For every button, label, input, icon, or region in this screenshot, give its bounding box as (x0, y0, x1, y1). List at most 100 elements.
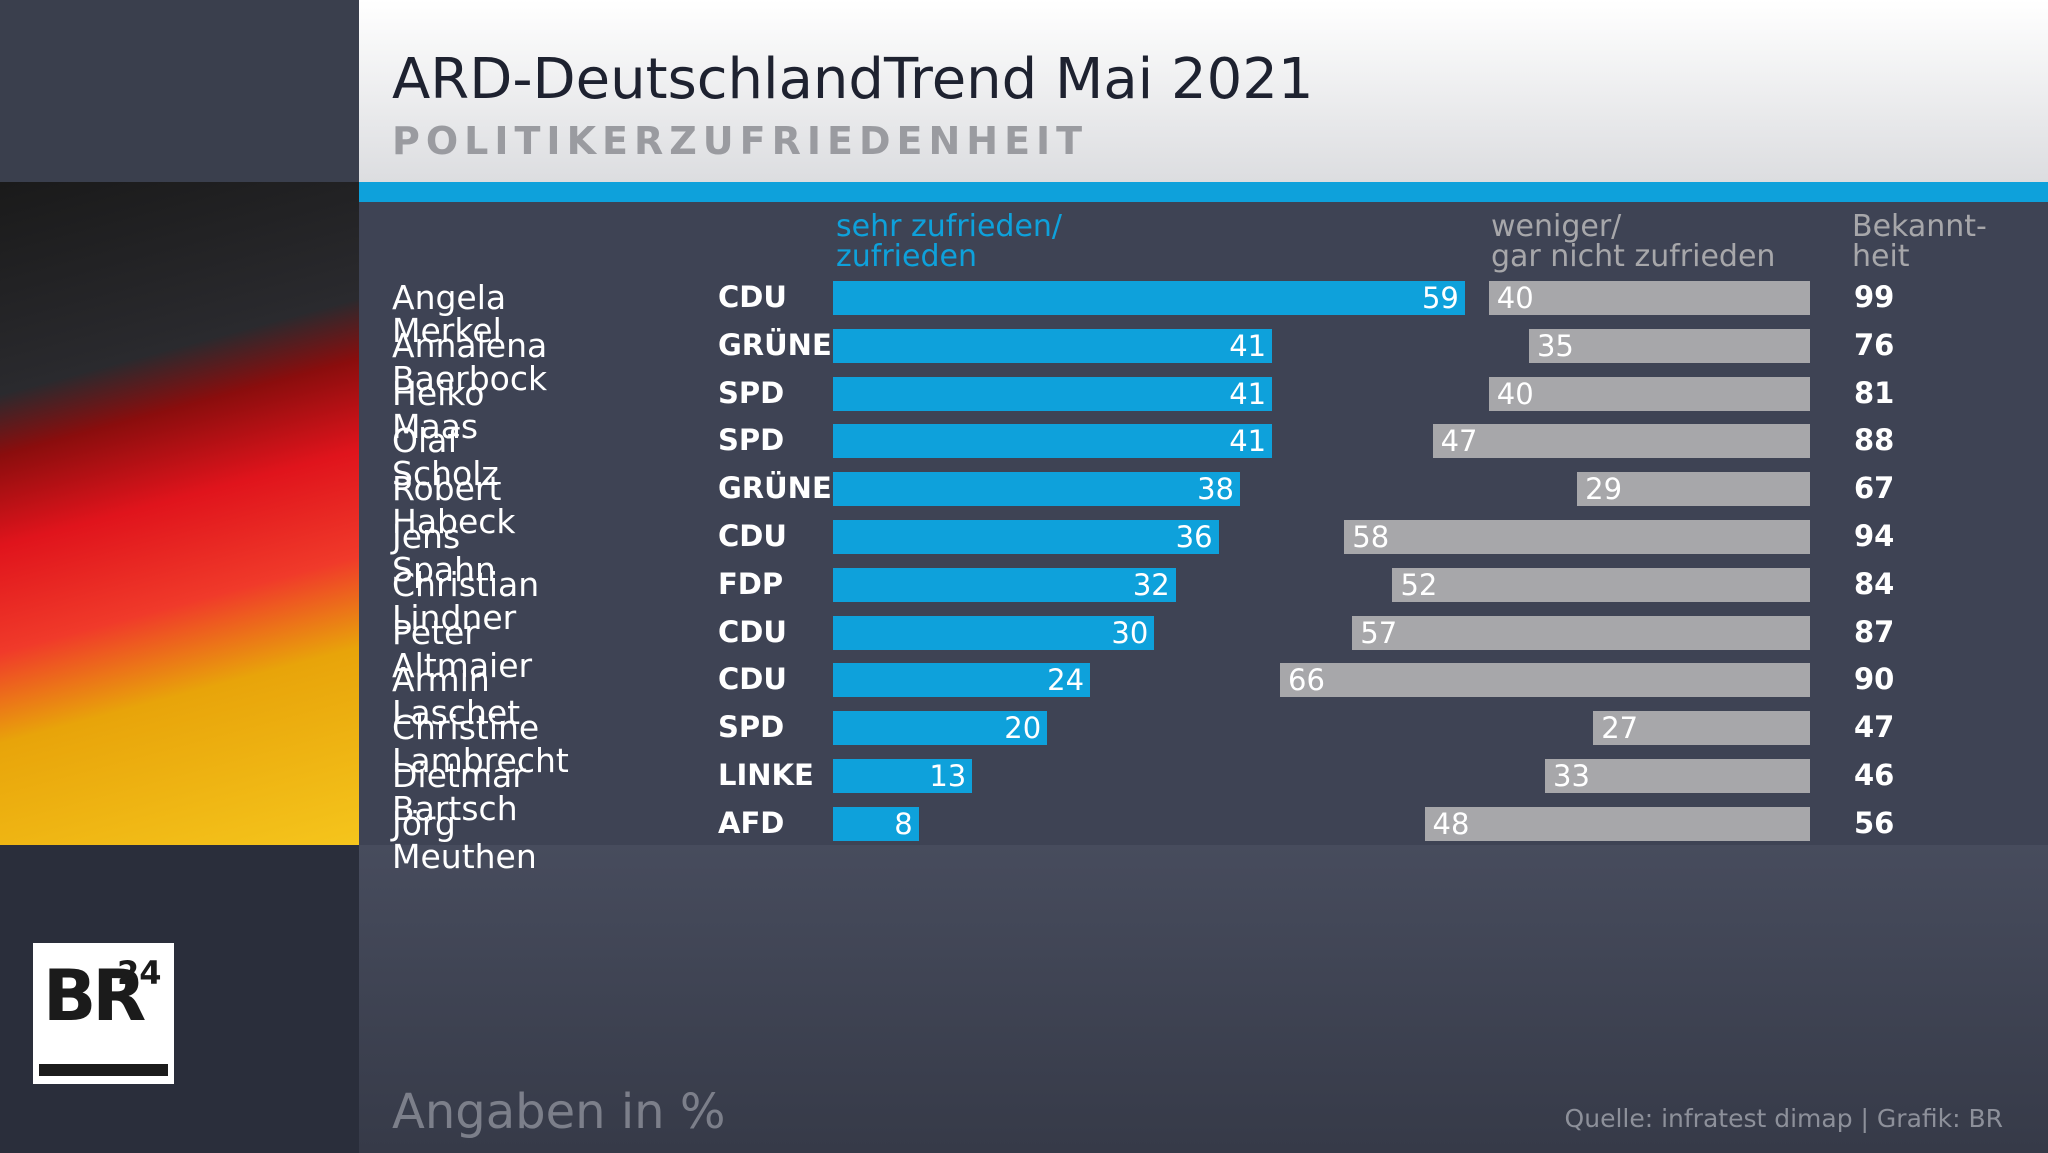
logo-text: BR (43, 955, 146, 1037)
awareness-value: 76 (1854, 327, 1895, 362)
bar (1280, 663, 1810, 698)
value-label: 38 (1197, 472, 1234, 507)
party-label: SPD (718, 423, 785, 458)
party-label: CDU (718, 662, 787, 697)
party-label: CDU (718, 519, 787, 553)
value-label: 48 (1432, 806, 1470, 841)
awareness-value: 47 (1854, 710, 1895, 745)
value-label: 29 (1585, 472, 1623, 507)
name-label: Olaf Scholz (392, 421, 499, 494)
party-label: SPD (718, 710, 785, 745)
bar (833, 281, 1465, 315)
party-label: FDP (718, 566, 784, 601)
bar (833, 806, 919, 841)
value-label: 36 (1175, 520, 1213, 554)
bar (1593, 711, 1810, 746)
value-label: 30 (1111, 615, 1149, 650)
awareness-value: 67 (1854, 471, 1895, 506)
awareness-value: 87 (1854, 614, 1895, 649)
bar (1488, 376, 1810, 411)
value-label: 40 (1496, 281, 1534, 315)
title: ARD-DeutschlandTrend Mai 2021 (392, 47, 1314, 112)
party-label: LINKE (718, 758, 814, 792)
bar (833, 567, 1176, 602)
name-label: Christian Lindner (392, 564, 540, 637)
bar (1528, 328, 1810, 363)
note: Angaben in % (392, 1084, 726, 1140)
bar (833, 520, 1219, 554)
awareness-value: 84 (1854, 566, 1895, 601)
name-label: Heiko Maas (392, 373, 485, 446)
bar (833, 472, 1240, 507)
subtitle: POLITIKERZUFRIEDENHEIT (392, 119, 1089, 163)
party-label: GRÜNE (718, 327, 832, 362)
value-label: 24 (1047, 663, 1085, 698)
bar (833, 328, 1273, 363)
name-label: Peter Altmaier (392, 612, 533, 685)
name-label: Jörg Meuthen (392, 803, 537, 876)
awareness-value: 56 (1854, 805, 1895, 840)
name-label: Armin Laschet (392, 660, 521, 733)
awareness-value: 90 (1854, 662, 1895, 697)
bar (833, 615, 1155, 650)
awareness-value: 88 (1854, 423, 1895, 458)
value-label: 58 (1352, 520, 1390, 554)
bar (1488, 281, 1810, 315)
header (359, 0, 2048, 182)
value-label: 13 (929, 759, 967, 793)
bar (1344, 520, 1810, 554)
value-label: 59 (1421, 281, 1459, 315)
value-label: 47 (1440, 424, 1478, 459)
awareness-value: 99 (1854, 280, 1895, 314)
bar (833, 376, 1273, 411)
value-label: 20 (1004, 711, 1042, 746)
legend-1: sehr zufrieden/ zufrieden (836, 209, 1063, 274)
logo-bar (39, 1064, 168, 1076)
name-label: Angela Merkel (392, 278, 507, 350)
value-label: 41 (1229, 328, 1267, 363)
party-label: GRÜNE (718, 471, 832, 506)
name-label: Robert Habeck (392, 469, 516, 542)
value-label: 32 (1132, 567, 1170, 602)
bar (833, 424, 1273, 459)
awareness-value: 46 (1854, 758, 1895, 792)
stripe (359, 182, 2048, 202)
bar (833, 663, 1091, 698)
value-label: 66 (1288, 663, 1325, 698)
awareness-value: 81 (1854, 375, 1895, 410)
bar (1352, 615, 1810, 650)
value-label: 33 (1553, 759, 1590, 793)
bar (1577, 472, 1810, 507)
name-label: Dietmar Bartsch (392, 756, 526, 828)
footer-bg (359, 845, 2048, 1153)
party-label: CDU (718, 614, 787, 649)
side-top (0, 0, 359, 182)
value-label: 8 (894, 806, 913, 841)
value-label: 57 (1360, 615, 1398, 650)
awareness-header: Bekannt- heit (1852, 209, 1987, 274)
name-label: Jens Spahn (392, 517, 496, 589)
name-label: Christine Lambrecht (392, 708, 569, 781)
source: Quelle: infratest dimap | Grafik: BR (1564, 1104, 2003, 1133)
logo-sup: 24 (117, 954, 162, 992)
bar (833, 759, 973, 793)
party-label: AFD (718, 805, 785, 840)
name-label: Annalena Baerbock (392, 325, 548, 398)
value-label: 35 (1536, 328, 1574, 363)
legend-2: weniger/ gar nicht zufrieden (1491, 209, 1776, 274)
bar (1432, 424, 1810, 459)
value-label: 27 (1601, 711, 1639, 746)
value-label: 52 (1400, 567, 1438, 602)
value-label: 41 (1229, 424, 1267, 459)
party-label: SPD (718, 375, 785, 410)
value-label: 40 (1496, 376, 1534, 411)
flag (0, 182, 359, 845)
party-label: CDU (718, 280, 787, 314)
value-label: 41 (1229, 376, 1267, 411)
bar (1545, 759, 1810, 793)
awareness-value: 94 (1854, 519, 1895, 553)
bar (1424, 806, 1810, 841)
bar (1392, 567, 1810, 602)
logo: BR 24 (33, 943, 174, 1084)
